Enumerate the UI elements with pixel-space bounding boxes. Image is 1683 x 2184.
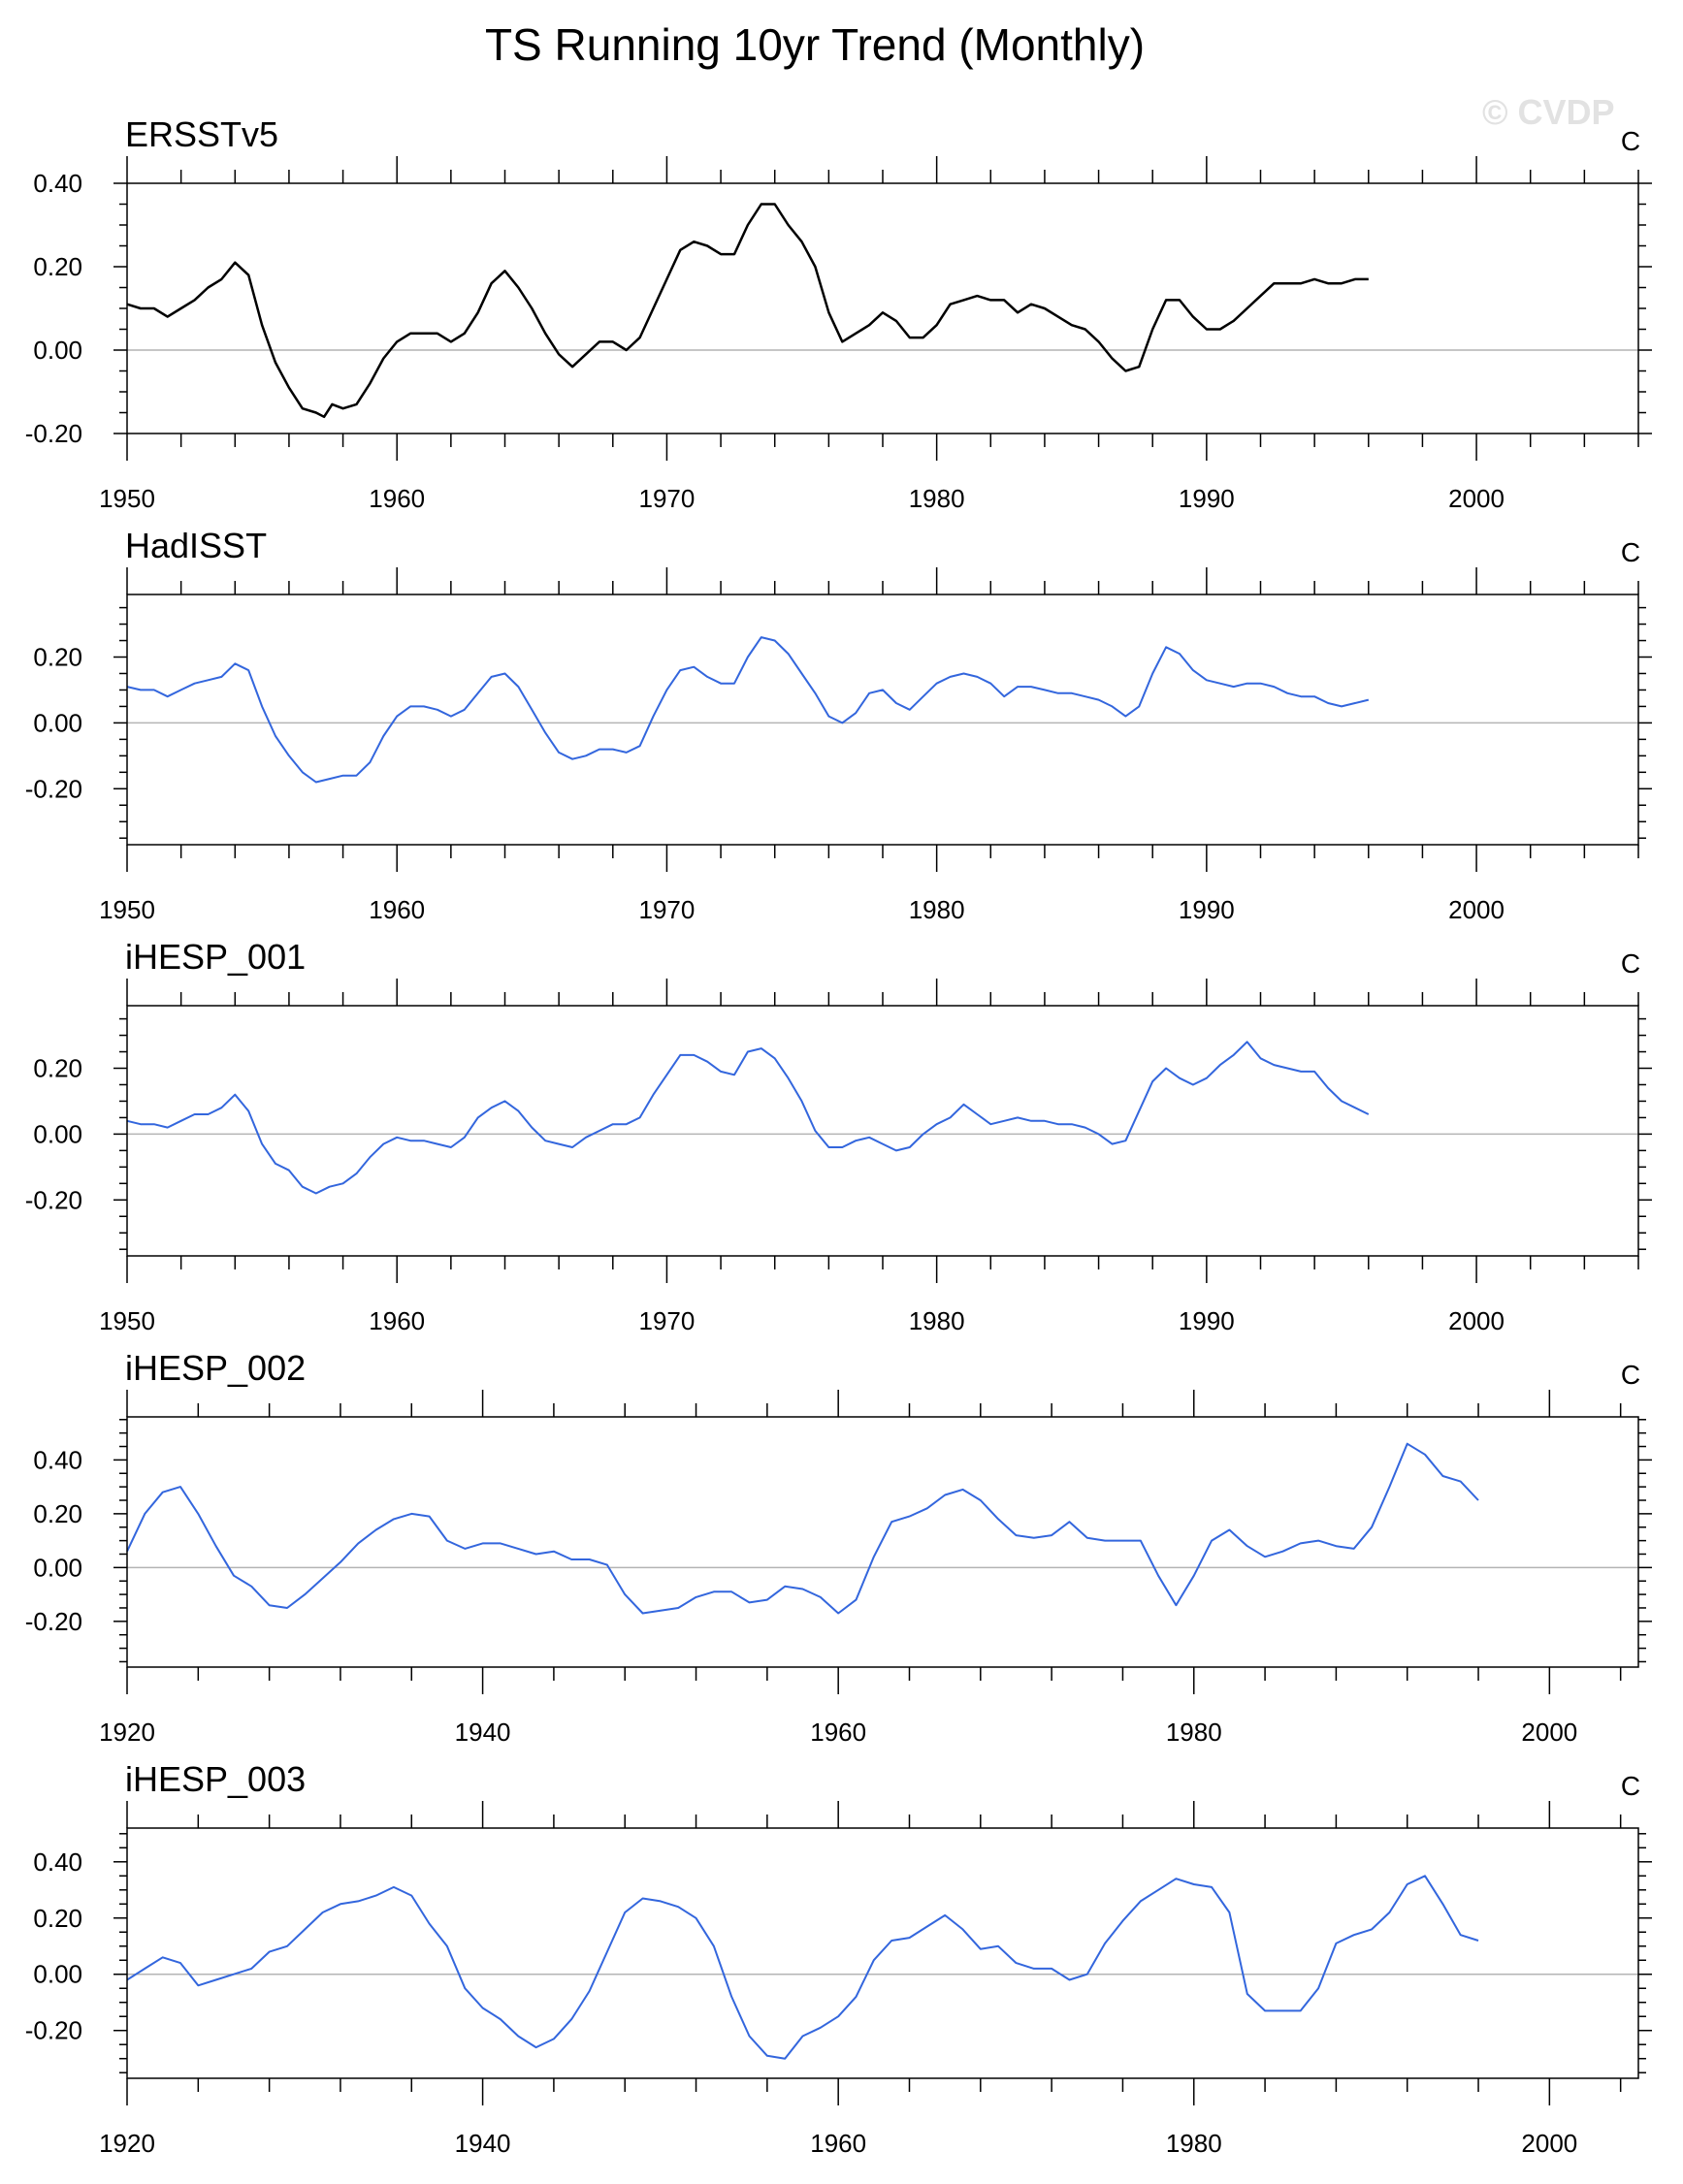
y-tick-label: 0.00 (33, 708, 82, 737)
x-tick-label: 1970 (639, 1306, 696, 1335)
series-line (126, 203, 1369, 419)
plot-frame (126, 594, 1639, 846)
x-tick-label: 1940 (455, 2129, 511, 2158)
chart-panel-4: iHESP_002 C -0.20 0.00 0.20 0.40 1920 1940 1960 1… (25, 1348, 1652, 1747)
y-tick-label: -0.20 (25, 1185, 82, 1214)
x-tick-label: 2000 (1448, 1306, 1505, 1335)
y-tick-label: -0.20 (25, 419, 82, 448)
series-line (126, 1041, 1370, 1195)
x-tick-label: 2000 (1448, 484, 1505, 513)
y-tick-label: 0.40 (33, 169, 82, 198)
y-tick-label: 0.20 (33, 1054, 82, 1083)
x-tick-label: 1950 (99, 895, 155, 924)
x-tick-label: 1980 (1166, 2129, 1222, 2158)
panel-title: HadISST (125, 526, 267, 565)
x-tick-label: 1960 (369, 484, 425, 513)
cvdp-watermark: © CVDP (1482, 92, 1615, 132)
x-tick-label: 1980 (909, 895, 965, 924)
panel-title: iHESP_001 (125, 937, 306, 977)
series-line (126, 636, 1370, 784)
y-tick-label: -0.20 (25, 1607, 82, 1636)
y-tick-label: 0.20 (33, 1499, 82, 1528)
panel-units: C (1621, 948, 1640, 979)
x-tick-label: 2000 (1448, 895, 1505, 924)
x-tick-label: 1980 (909, 484, 965, 513)
y-tick-label: 0.00 (33, 336, 82, 365)
plot-frame (126, 1827, 1639, 2079)
y-tick-label: -0.20 (25, 2016, 82, 2045)
x-tick-label: 1920 (99, 1718, 155, 1747)
x-tick-label: 1970 (639, 895, 696, 924)
x-tick-label: 1950 (99, 1306, 155, 1335)
plot-frame (126, 1416, 1639, 1668)
x-tick-label: 1970 (639, 484, 696, 513)
y-tick-label: 0.00 (33, 1553, 82, 1582)
x-tick-label: 1990 (1179, 895, 1235, 924)
y-tick-label: 0.20 (33, 252, 82, 281)
chart-panel-3: iHESP_001 C -0.20 0.00 0.20 1950 1960 1970 1980 1… (25, 937, 1652, 1335)
chart-panel-5: iHESP_003 C -0.20 0.00 0.20 0.40 1920 1940 1960 1… (25, 1759, 1652, 2158)
panel-title: iHESP_002 (125, 1348, 306, 1388)
y-tick-label: -0.20 (25, 774, 82, 803)
x-tick-label: 1960 (810, 2129, 866, 2158)
panel-units: C (1621, 1771, 1640, 1801)
x-tick-label: 1950 (99, 484, 155, 513)
chart-panel-1: ERSSTv5 C -0.20 0.00 0.20 0.40 1950 1960 1970 198… (25, 114, 1652, 513)
panel-units: C (1621, 537, 1640, 567)
x-tick-label: 1990 (1179, 484, 1235, 513)
panel-units: C (1621, 126, 1640, 156)
chart-panel-2: HadISST C -0.20 0.00 0.20 1950 1960 1970 1980 199… (25, 526, 1652, 924)
plot-frame (126, 1005, 1639, 1257)
x-tick-label: 1960 (369, 895, 425, 924)
x-tick-label: 1940 (455, 1718, 511, 1747)
chart-panels: ERSSTv5 C -0.20 0.00 0.20 0.40 1950 1960 1970 198… (25, 114, 1652, 2158)
y-tick-label: 0.40 (33, 1847, 82, 1877)
panel-title: iHESP_003 (125, 1759, 306, 1799)
x-tick-label: 1990 (1179, 1306, 1235, 1335)
panel-title: ERSSTv5 (125, 114, 278, 154)
y-tick-label: 0.20 (33, 1904, 82, 1933)
x-tick-label: 1980 (1166, 1718, 1222, 1747)
y-tick-label: 0.00 (33, 1960, 82, 1989)
x-tick-label: 1960 (810, 1718, 866, 1747)
series-line (126, 1875, 1479, 2060)
x-tick-label: 2000 (1521, 1718, 1577, 1747)
figure-title: TS Running 10yr Trend (Monthly) (485, 19, 1145, 70)
x-tick-label: 1980 (909, 1306, 965, 1335)
x-tick-label: 2000 (1521, 2129, 1577, 2158)
plot-frame (126, 182, 1639, 434)
y-tick-label: 0.00 (33, 1119, 82, 1148)
x-tick-label: 1920 (99, 2129, 155, 2158)
x-tick-label: 1960 (369, 1306, 425, 1335)
panel-units: C (1621, 1360, 1640, 1390)
series-line (126, 1442, 1479, 1615)
y-tick-label: 0.40 (33, 1445, 82, 1474)
y-tick-label: 0.20 (33, 643, 82, 672)
